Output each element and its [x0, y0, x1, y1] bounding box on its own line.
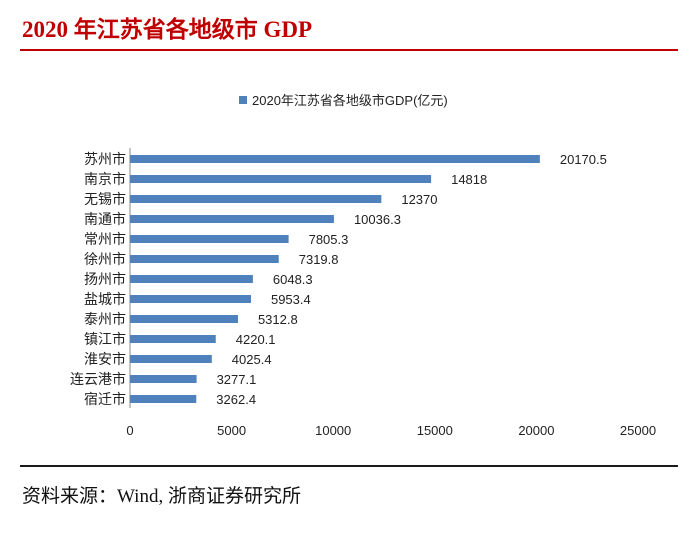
page-title: 2020 年江苏省各地级市 GDP: [22, 17, 313, 42]
x-tick-label: 15000: [417, 423, 453, 438]
category-label: 镇江市: [84, 331, 126, 348]
bar: [130, 155, 540, 163]
legend-label: 2020年江苏省各地级市GDP(亿元): [252, 93, 448, 108]
category-label: 淮安市: [84, 351, 126, 368]
category-label: 盐城市: [84, 291, 126, 308]
category-label: 连云港市: [70, 371, 126, 388]
x-tick-label: 0: [126, 423, 133, 438]
x-tick-labels: 0 5000 10000 15000 20000 25000: [126, 423, 656, 438]
legend-swatch: [239, 96, 247, 104]
footer-divider: [20, 465, 678, 467]
bar: [130, 195, 382, 203]
value-label: 7805.3: [309, 232, 349, 247]
title-divider: [20, 49, 678, 51]
value-label: 5953.4: [271, 292, 311, 307]
x-tick-label: 10000: [315, 423, 351, 438]
value-label: 10036.3: [354, 212, 401, 227]
value-label: 3262.4: [216, 392, 256, 407]
bar: [130, 255, 279, 263]
bar: [130, 335, 216, 343]
value-label: 14818: [451, 172, 487, 187]
category-label: 苏州市: [84, 151, 126, 168]
bar: [130, 295, 251, 303]
bar-group: [130, 155, 540, 403]
value-label: 4220.1: [236, 332, 276, 347]
category-label: 南京市: [84, 171, 126, 188]
value-label: 3277.1: [217, 372, 257, 387]
bar: [130, 215, 334, 223]
category-label: 徐州市: [84, 251, 126, 268]
category-label: 泰州市: [84, 311, 126, 328]
value-label: 5312.8: [258, 312, 298, 327]
chart-legend: 2020年江苏省各地级市GDP(亿元): [239, 93, 448, 108]
category-label: 常州市: [84, 231, 126, 248]
x-tick-label: 20000: [518, 423, 554, 438]
bar: [130, 235, 289, 243]
bar: [130, 355, 212, 363]
x-tick-label: 5000: [217, 423, 246, 438]
value-label: 4025.4: [232, 352, 272, 367]
category-label: 南通市: [84, 211, 126, 228]
bar: [130, 395, 197, 403]
category-label: 宿迁市: [84, 391, 126, 408]
value-label: 20170.5: [560, 152, 607, 167]
bar: [130, 175, 432, 183]
source-note: 资料来源：Wind, 浙商证券研究所: [22, 486, 301, 507]
category-label: 无锡市: [84, 191, 126, 208]
bar: [130, 275, 253, 283]
value-label: 7319.8: [299, 252, 339, 267]
gdp-bar-chart: 2020年江苏省各地级市GDP(亿元) 苏州市南京市无锡市南通市常州市徐州市扬州…: [70, 93, 656, 438]
bar: [130, 375, 197, 383]
value-label: 12370: [401, 192, 437, 207]
value-label: 6048.3: [273, 272, 313, 287]
bar: [130, 315, 238, 323]
category-label: 扬州市: [84, 271, 126, 288]
x-tick-label: 25000: [620, 423, 656, 438]
